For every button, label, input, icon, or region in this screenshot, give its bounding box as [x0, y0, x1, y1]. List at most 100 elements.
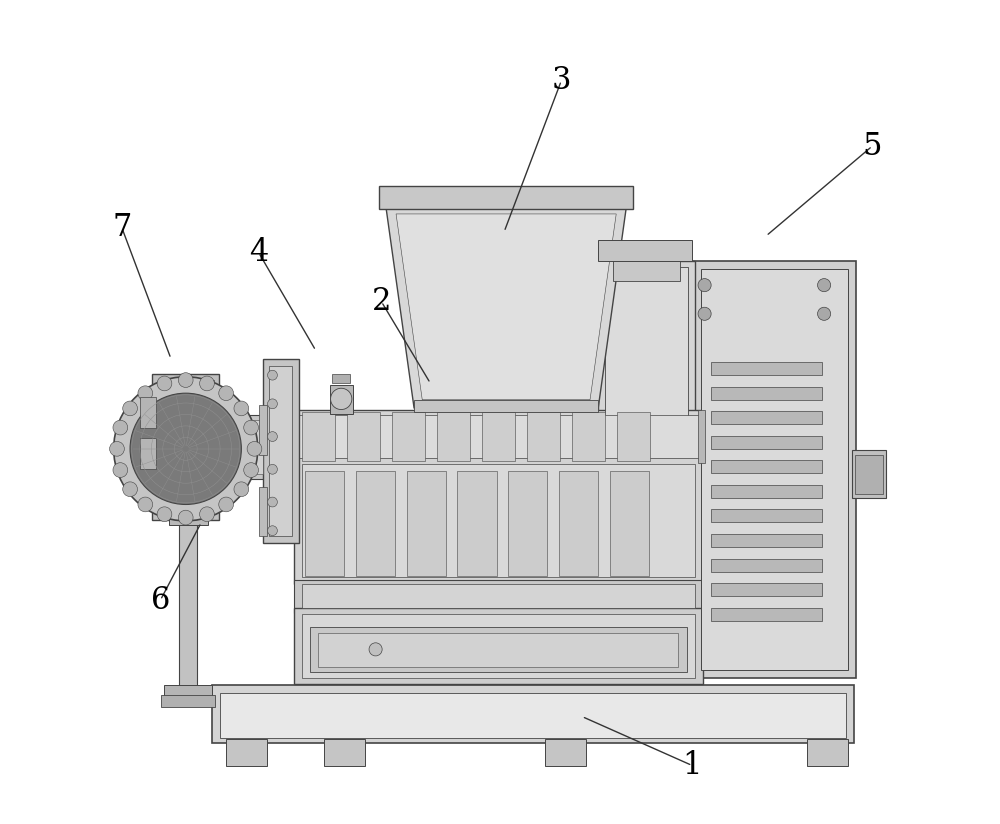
- Bar: [161, 695, 215, 707]
- Bar: [294, 457, 703, 584]
- Bar: [214, 415, 267, 479]
- Circle shape: [818, 279, 831, 292]
- Bar: [617, 412, 650, 461]
- Text: 1: 1: [683, 750, 702, 781]
- Circle shape: [244, 463, 258, 477]
- Bar: [269, 366, 292, 536]
- Bar: [299, 415, 699, 458]
- Bar: [605, 267, 688, 435]
- Bar: [407, 471, 446, 576]
- Circle shape: [698, 279, 711, 292]
- Bar: [711, 534, 822, 547]
- Bar: [527, 412, 560, 461]
- Bar: [545, 739, 586, 765]
- Bar: [318, 633, 678, 667]
- Bar: [711, 509, 822, 522]
- Text: 5: 5: [863, 130, 882, 162]
- Bar: [711, 411, 822, 424]
- Bar: [294, 580, 703, 612]
- Text: 6: 6: [151, 585, 170, 616]
- Bar: [179, 518, 197, 691]
- Bar: [711, 386, 822, 400]
- Bar: [140, 438, 156, 470]
- Bar: [852, 451, 886, 498]
- Circle shape: [113, 463, 128, 477]
- Bar: [807, 739, 848, 765]
- Bar: [212, 685, 854, 743]
- Circle shape: [123, 482, 137, 497]
- Bar: [711, 583, 822, 596]
- Bar: [164, 686, 212, 700]
- Bar: [457, 471, 497, 576]
- Bar: [294, 410, 703, 463]
- Bar: [482, 412, 515, 461]
- Polygon shape: [385, 204, 627, 408]
- Bar: [220, 693, 846, 737]
- Circle shape: [157, 376, 172, 391]
- Circle shape: [234, 401, 249, 416]
- Circle shape: [200, 507, 214, 522]
- Bar: [140, 397, 156, 428]
- Circle shape: [247, 442, 262, 456]
- Polygon shape: [396, 214, 616, 400]
- Circle shape: [113, 420, 128, 435]
- Circle shape: [110, 442, 124, 456]
- Bar: [302, 465, 695, 578]
- Bar: [305, 471, 344, 576]
- Circle shape: [268, 432, 277, 442]
- Circle shape: [178, 372, 193, 387]
- Bar: [598, 260, 695, 441]
- Bar: [330, 385, 353, 414]
- Bar: [692, 260, 856, 678]
- Bar: [226, 739, 267, 765]
- Circle shape: [138, 386, 153, 400]
- Text: 4: 4: [249, 237, 268, 268]
- Circle shape: [138, 497, 153, 512]
- Bar: [332, 373, 350, 383]
- Bar: [698, 410, 705, 463]
- Bar: [263, 358, 299, 543]
- Circle shape: [268, 497, 277, 507]
- Circle shape: [157, 507, 172, 522]
- Circle shape: [268, 526, 277, 536]
- Bar: [392, 412, 425, 461]
- Circle shape: [200, 376, 214, 391]
- Bar: [610, 471, 649, 576]
- Circle shape: [331, 388, 352, 410]
- Text: 7: 7: [112, 213, 132, 243]
- Bar: [508, 471, 547, 576]
- Bar: [559, 471, 598, 576]
- Circle shape: [234, 482, 249, 497]
- Bar: [302, 412, 335, 461]
- Bar: [152, 374, 219, 520]
- Bar: [711, 559, 822, 572]
- Circle shape: [130, 393, 241, 504]
- Bar: [169, 510, 208, 525]
- Circle shape: [178, 510, 193, 525]
- Bar: [855, 455, 883, 494]
- Circle shape: [369, 643, 382, 656]
- Bar: [572, 412, 605, 461]
- Bar: [259, 405, 267, 455]
- Bar: [347, 412, 380, 461]
- Circle shape: [123, 401, 137, 416]
- Bar: [302, 614, 695, 678]
- Circle shape: [268, 465, 277, 474]
- Bar: [294, 608, 703, 684]
- Bar: [218, 420, 263, 474]
- Circle shape: [244, 420, 258, 435]
- Circle shape: [818, 307, 831, 321]
- Circle shape: [268, 399, 277, 409]
- Circle shape: [114, 377, 258, 521]
- Circle shape: [219, 386, 233, 400]
- Text: 3: 3: [552, 65, 571, 96]
- Bar: [437, 412, 470, 461]
- Bar: [379, 186, 633, 209]
- Circle shape: [268, 370, 277, 380]
- Bar: [711, 461, 822, 473]
- Bar: [356, 471, 395, 576]
- Circle shape: [698, 307, 711, 321]
- Bar: [613, 248, 680, 281]
- Bar: [302, 584, 695, 608]
- Bar: [711, 362, 822, 375]
